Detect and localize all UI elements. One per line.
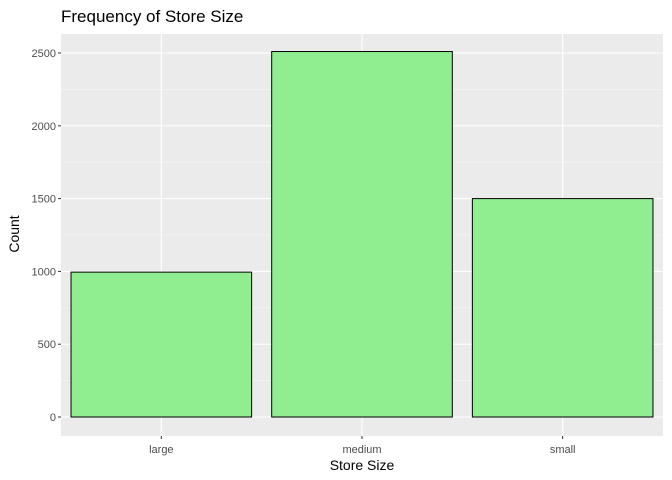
y-tick-label: 1000 <box>32 266 56 278</box>
y-tick-label: 2000 <box>32 121 56 133</box>
x-axis: large medium small <box>149 436 576 456</box>
x-tick-label: large <box>149 444 173 456</box>
y-axis: 0 500 1000 1500 2000 2500 <box>32 48 61 424</box>
x-tick-label: small <box>550 444 576 456</box>
y-tick-label: 500 <box>38 339 56 351</box>
y-tick-label: 1500 <box>32 194 56 206</box>
chart-title: Frequency of Store Size <box>61 7 243 26</box>
bar-small <box>471 198 654 418</box>
bar-large <box>70 271 253 418</box>
y-tick-label: 0 <box>50 412 56 424</box>
y-tick-label: 2500 <box>32 48 56 60</box>
bar-medium <box>271 51 453 418</box>
x-tick-label: medium <box>342 444 381 456</box>
x-axis-title: Store Size <box>330 457 395 473</box>
bars <box>70 51 654 418</box>
y-axis-title: Count <box>6 215 22 252</box>
